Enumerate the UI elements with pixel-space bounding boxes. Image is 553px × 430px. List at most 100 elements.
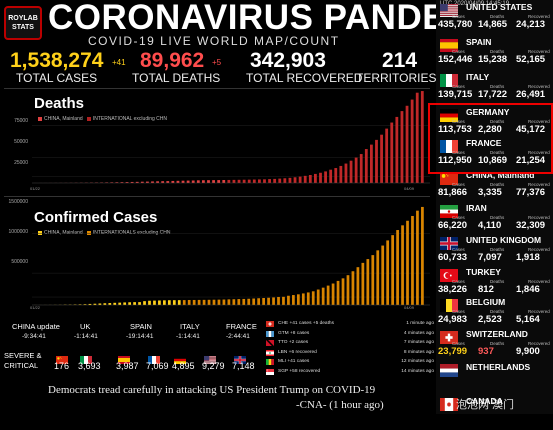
- country-recovered: 1,918: [516, 252, 540, 263]
- bar: [197, 180, 200, 183]
- flag-icon: [440, 364, 458, 377]
- y-tick: 1000000: [4, 229, 28, 235]
- flag-icon: [266, 359, 274, 365]
- severe-value: 7,148: [232, 361, 255, 371]
- bar: [421, 91, 424, 183]
- bar: [222, 180, 225, 183]
- bar: [223, 300, 226, 305]
- flag-icon: [266, 331, 274, 337]
- bar: [352, 271, 355, 305]
- flag-icon: [266, 340, 274, 346]
- country-row-nl[interactable]: NETHERLANDS: [438, 362, 553, 396]
- bar: [347, 275, 350, 305]
- country-cases: 23,799: [438, 346, 467, 357]
- bar: [228, 299, 231, 305]
- flag-icon: [266, 350, 274, 356]
- total-recovered-value: 342,903: [250, 49, 326, 73]
- bar: [361, 263, 364, 305]
- bar: [171, 181, 174, 183]
- bar: [273, 179, 276, 183]
- bar: [123, 302, 126, 305]
- bar: [283, 178, 286, 183]
- bar: [118, 303, 121, 305]
- country-cases: 139,715: [438, 89, 472, 100]
- bar: [217, 180, 220, 183]
- news-item[interactable]: MLI +41 cases 12 minutes ago: [266, 358, 434, 367]
- y-tick: 75000: [4, 118, 28, 124]
- country-deaths: 17,722: [478, 89, 507, 100]
- country-name: ITALY: [466, 72, 489, 82]
- bar: [148, 301, 151, 305]
- bar: [258, 179, 261, 183]
- bar: [203, 300, 206, 305]
- flag-icon: [234, 351, 246, 359]
- bar: [329, 170, 332, 183]
- bar: [304, 176, 307, 183]
- news-time: 12 minutes ago: [401, 359, 434, 364]
- bar: [401, 225, 404, 305]
- logo-text: ROYLAB STATS: [8, 15, 38, 31]
- bar: [193, 300, 196, 305]
- bar: [381, 246, 384, 305]
- news-time: 14 minutes ago: [401, 369, 434, 374]
- bar: [262, 298, 265, 305]
- bar: [188, 300, 191, 305]
- bar: [178, 300, 181, 305]
- bar: [247, 299, 250, 305]
- bar: [401, 111, 404, 183]
- bar: [282, 297, 285, 305]
- country-cases: 152,446: [438, 54, 472, 65]
- news-text: GTM +8 cases: [278, 331, 309, 336]
- flag-icon: [80, 351, 92, 359]
- country-name: IRAN: [466, 203, 487, 213]
- bar: [138, 302, 141, 305]
- country-name: SWITZERLAND: [466, 329, 528, 339]
- bar: [237, 299, 240, 305]
- bar: [309, 175, 312, 183]
- bar: [182, 181, 185, 183]
- bar: [376, 250, 379, 305]
- news-text: CHE +41 cases +5 deaths: [278, 321, 334, 326]
- severe-value: 4,895: [172, 361, 195, 371]
- news-item[interactable]: GTM +8 cases 4 minutes ago: [266, 330, 434, 339]
- bar: [345, 164, 348, 183]
- update-spain-label: SPAIN: [130, 322, 152, 331]
- country-recovered: 52,165: [516, 54, 545, 65]
- y-tick: 500000: [4, 259, 28, 265]
- bar: [317, 290, 320, 305]
- news-headline[interactable]: Democrats tread carefully in attacking U…: [48, 384, 375, 396]
- cases-chart: Confirmed Cases CHINA, Mainland INTERNAT…: [4, 196, 430, 315]
- bar: [385, 129, 388, 183]
- news-time: 4 minutes ago: [404, 331, 434, 336]
- news-text: MLI +41 cases: [278, 359, 309, 364]
- bar: [411, 100, 414, 183]
- bar: [370, 145, 373, 183]
- flag-icon: [266, 369, 274, 375]
- bar: [248, 180, 251, 183]
- bar: [128, 302, 131, 305]
- country-recovered: 26,491: [516, 89, 545, 100]
- bar: [268, 179, 271, 183]
- bar: [243, 180, 246, 183]
- bar: [319, 173, 322, 183]
- page-title: CORONAVIRUS PANDEMIC: [48, 0, 424, 38]
- news-text: LBN +6 recovered: [278, 350, 317, 355]
- bar: [390, 123, 393, 183]
- bar: [292, 295, 295, 305]
- bar: [213, 300, 216, 305]
- bar: [406, 106, 409, 183]
- severe-value: 9,279: [202, 361, 225, 371]
